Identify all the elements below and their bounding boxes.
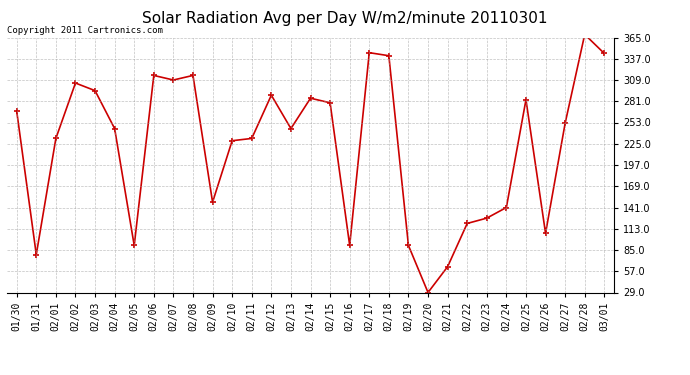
Text: Solar Radiation Avg per Day W/m2/minute 20110301: Solar Radiation Avg per Day W/m2/minute … (142, 11, 548, 26)
Text: Copyright 2011 Cartronics.com: Copyright 2011 Cartronics.com (7, 26, 163, 35)
